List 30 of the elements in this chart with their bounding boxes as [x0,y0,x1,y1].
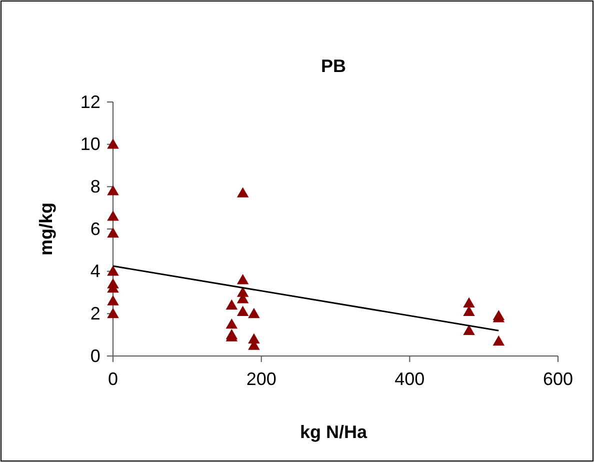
y-tick-label: 10 [80,134,100,154]
y-tick-label: 0 [90,346,100,366]
y-tick-label: 8 [90,176,100,196]
point [236,187,249,198]
point [107,308,119,318]
y-tick-label: 6 [90,218,100,239]
point [463,324,475,335]
point [492,335,505,346]
y-axis-title: mg/kg [36,202,56,256]
point [107,210,119,221]
point [236,306,249,316]
x-tick-label: 200 [246,368,276,389]
x-tick-label: 0 [108,368,118,389]
point [463,297,475,308]
point [107,266,119,276]
point [107,185,119,196]
point [107,295,119,306]
y-tick-label: 4 [90,261,100,282]
x-tick-label: 400 [394,368,425,389]
point [226,318,238,329]
y-tick-label: 12 [80,92,100,112]
x-tick-label: 600 [542,368,574,389]
point [248,308,260,318]
chart-title: PB [320,56,346,76]
point [226,299,238,310]
x-axis-title: kg N/Ha [300,422,368,442]
point [107,138,119,149]
y-tick-label: 2 [90,303,100,324]
point [107,227,119,238]
point [236,274,249,284]
